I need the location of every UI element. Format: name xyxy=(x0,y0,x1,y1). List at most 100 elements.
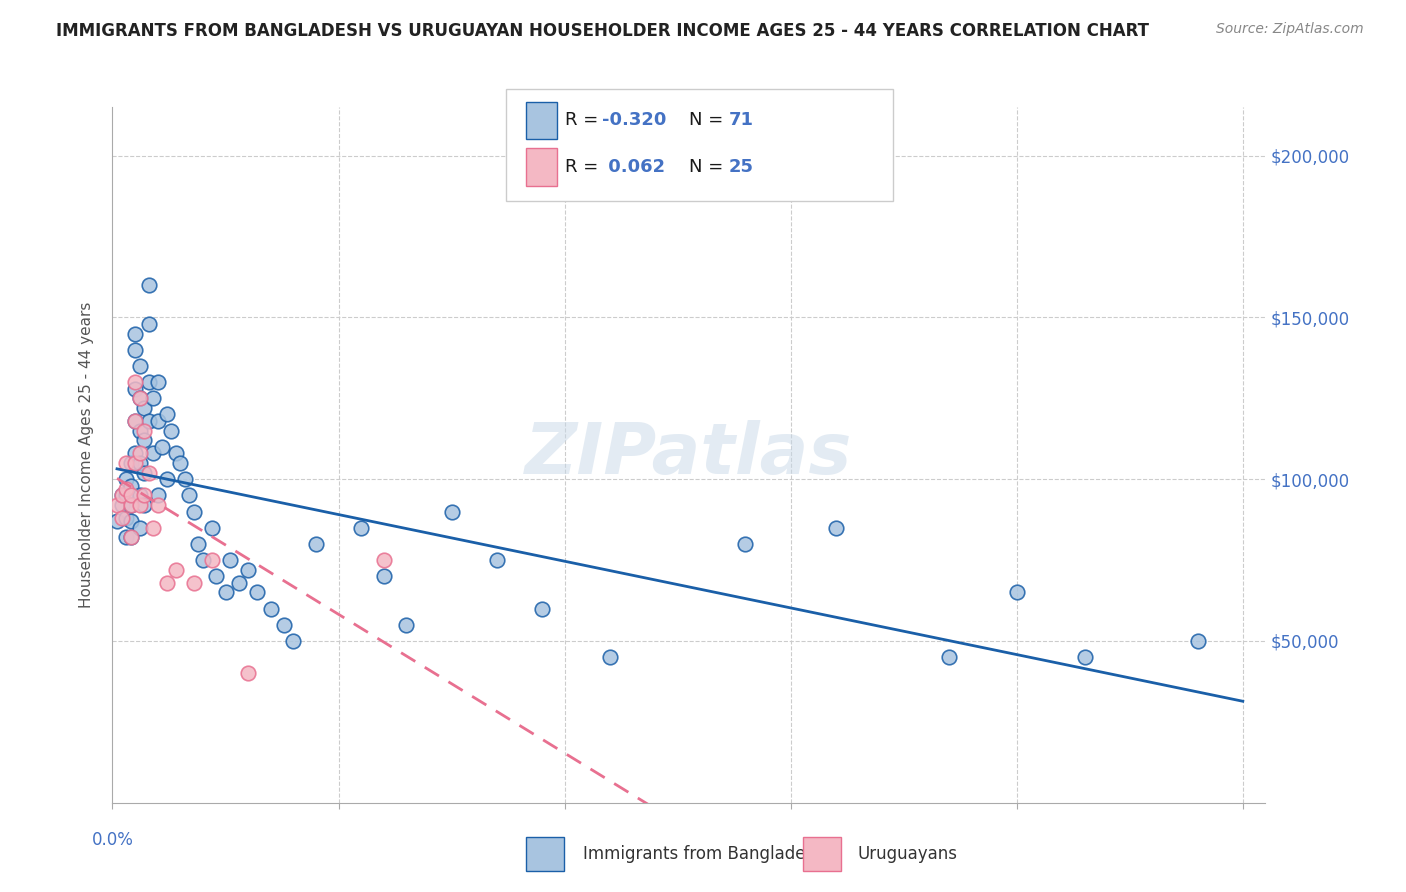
Point xyxy=(120,456,142,470)
Text: -0.320: -0.320 xyxy=(602,112,666,129)
Point xyxy=(530,601,553,615)
Text: Uruguayans: Uruguayans xyxy=(858,845,957,863)
Point xyxy=(165,563,187,577)
Point xyxy=(146,414,169,428)
Text: R =: R = xyxy=(565,158,605,176)
Point xyxy=(1005,585,1028,599)
Point xyxy=(110,511,132,525)
Y-axis label: Householder Income Ages 25 - 44 years: Householder Income Ages 25 - 44 years xyxy=(79,301,94,608)
Point xyxy=(124,456,146,470)
Point xyxy=(599,650,621,665)
Point xyxy=(146,488,169,502)
Point xyxy=(205,569,228,583)
Point xyxy=(134,424,156,438)
Point xyxy=(201,553,224,567)
Text: Source: ZipAtlas.com: Source: ZipAtlas.com xyxy=(1216,22,1364,37)
Point xyxy=(134,488,156,502)
Point xyxy=(395,617,418,632)
Point xyxy=(128,424,150,438)
Point xyxy=(120,498,142,512)
Point xyxy=(138,414,160,428)
Point xyxy=(150,440,173,454)
Point xyxy=(124,446,146,460)
Point xyxy=(179,488,201,502)
Point xyxy=(128,446,150,460)
Point xyxy=(134,498,156,512)
Point xyxy=(146,375,169,389)
Text: Immigrants from Bangladesh: Immigrants from Bangladesh xyxy=(583,845,825,863)
Point xyxy=(440,504,463,518)
Text: ZIPatlas: ZIPatlas xyxy=(526,420,852,490)
Point xyxy=(305,537,328,551)
Point xyxy=(120,478,142,492)
Point xyxy=(138,278,160,293)
Point xyxy=(115,472,138,486)
Point xyxy=(142,446,165,460)
Point xyxy=(120,488,142,502)
Point xyxy=(283,634,305,648)
Point xyxy=(146,498,169,512)
Point xyxy=(115,456,138,470)
Point xyxy=(128,456,150,470)
Point xyxy=(105,514,128,528)
Point xyxy=(219,553,242,567)
Text: 71: 71 xyxy=(728,112,754,129)
Text: IMMIGRANTS FROM BANGLADESH VS URUGUAYAN HOUSEHOLDER INCOME AGES 25 - 44 YEARS CO: IMMIGRANTS FROM BANGLADESH VS URUGUAYAN … xyxy=(56,22,1149,40)
Point xyxy=(128,521,150,535)
Point xyxy=(124,382,146,396)
Point xyxy=(1073,650,1095,665)
Point xyxy=(124,326,146,341)
Point xyxy=(124,343,146,357)
Point xyxy=(142,521,165,535)
Point xyxy=(128,359,150,373)
Point xyxy=(110,498,132,512)
Point xyxy=(138,317,160,331)
Point xyxy=(187,537,209,551)
Text: R =: R = xyxy=(565,112,605,129)
Point xyxy=(165,446,187,460)
Text: 0.0%: 0.0% xyxy=(91,830,134,848)
Point xyxy=(128,498,150,512)
Point xyxy=(246,585,269,599)
Point xyxy=(124,414,146,428)
Point xyxy=(825,521,848,535)
Point xyxy=(260,601,283,615)
Point xyxy=(110,488,132,502)
Point xyxy=(160,424,183,438)
Point xyxy=(214,585,236,599)
Point xyxy=(120,498,142,512)
Point xyxy=(115,511,138,525)
Point xyxy=(156,472,179,486)
Point xyxy=(485,553,508,567)
Point xyxy=(124,414,146,428)
Point xyxy=(1187,634,1209,648)
Text: N =: N = xyxy=(689,158,728,176)
Point xyxy=(110,488,132,502)
Point xyxy=(115,531,138,545)
Point xyxy=(128,392,150,406)
Point xyxy=(183,504,205,518)
Point xyxy=(134,434,156,448)
Point xyxy=(938,650,960,665)
Point xyxy=(191,553,214,567)
Point xyxy=(120,531,142,545)
Point xyxy=(201,521,224,535)
Point xyxy=(134,466,156,480)
Point xyxy=(173,472,195,486)
Point xyxy=(138,466,160,480)
Point xyxy=(124,375,146,389)
Point xyxy=(183,575,205,590)
Point xyxy=(350,521,373,535)
Point xyxy=(128,488,150,502)
Text: N =: N = xyxy=(689,112,728,129)
Point xyxy=(115,482,138,496)
Point xyxy=(236,563,259,577)
Point xyxy=(273,617,295,632)
Point xyxy=(138,375,160,389)
Point xyxy=(120,531,142,545)
Point xyxy=(115,488,138,502)
Point xyxy=(169,456,191,470)
Text: 25: 25 xyxy=(728,158,754,176)
Point xyxy=(134,401,156,415)
Point xyxy=(120,514,142,528)
